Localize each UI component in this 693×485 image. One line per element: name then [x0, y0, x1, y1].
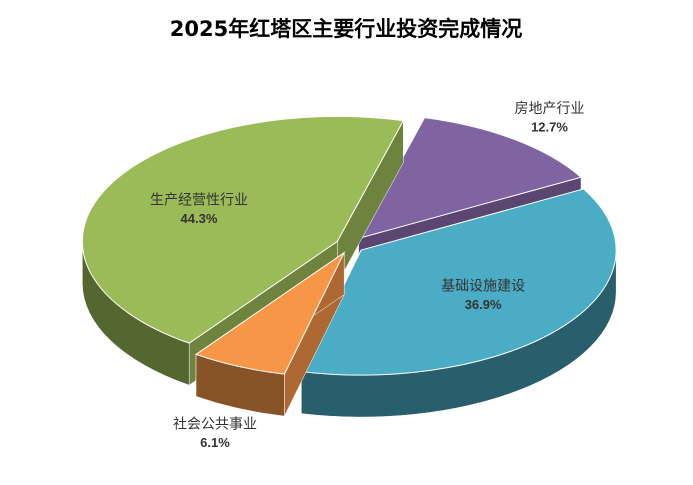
slice-value-label: 6.1%: [200, 435, 230, 450]
slice: [194, 251, 346, 417]
slice-value-label: 36.9%: [465, 297, 502, 312]
slice-value-label: 44.3%: [181, 211, 218, 226]
slice-label: 基础设施建设: [441, 277, 525, 294]
slice-label: 社会公共事业: [173, 416, 257, 432]
slice-top: [357, 117, 583, 240]
slice-top: [81, 115, 405, 344]
chart-title: 2025年红塔区主要行业投资完成情况: [170, 17, 522, 41]
slice-label: 房地产行业: [515, 101, 585, 117]
slice-value-label: 12.7%: [531, 119, 568, 134]
slice: [300, 188, 617, 418]
slice-top: [194, 251, 346, 375]
slice-top: [300, 188, 617, 376]
slice-label: 生产经营性行业: [150, 192, 248, 208]
